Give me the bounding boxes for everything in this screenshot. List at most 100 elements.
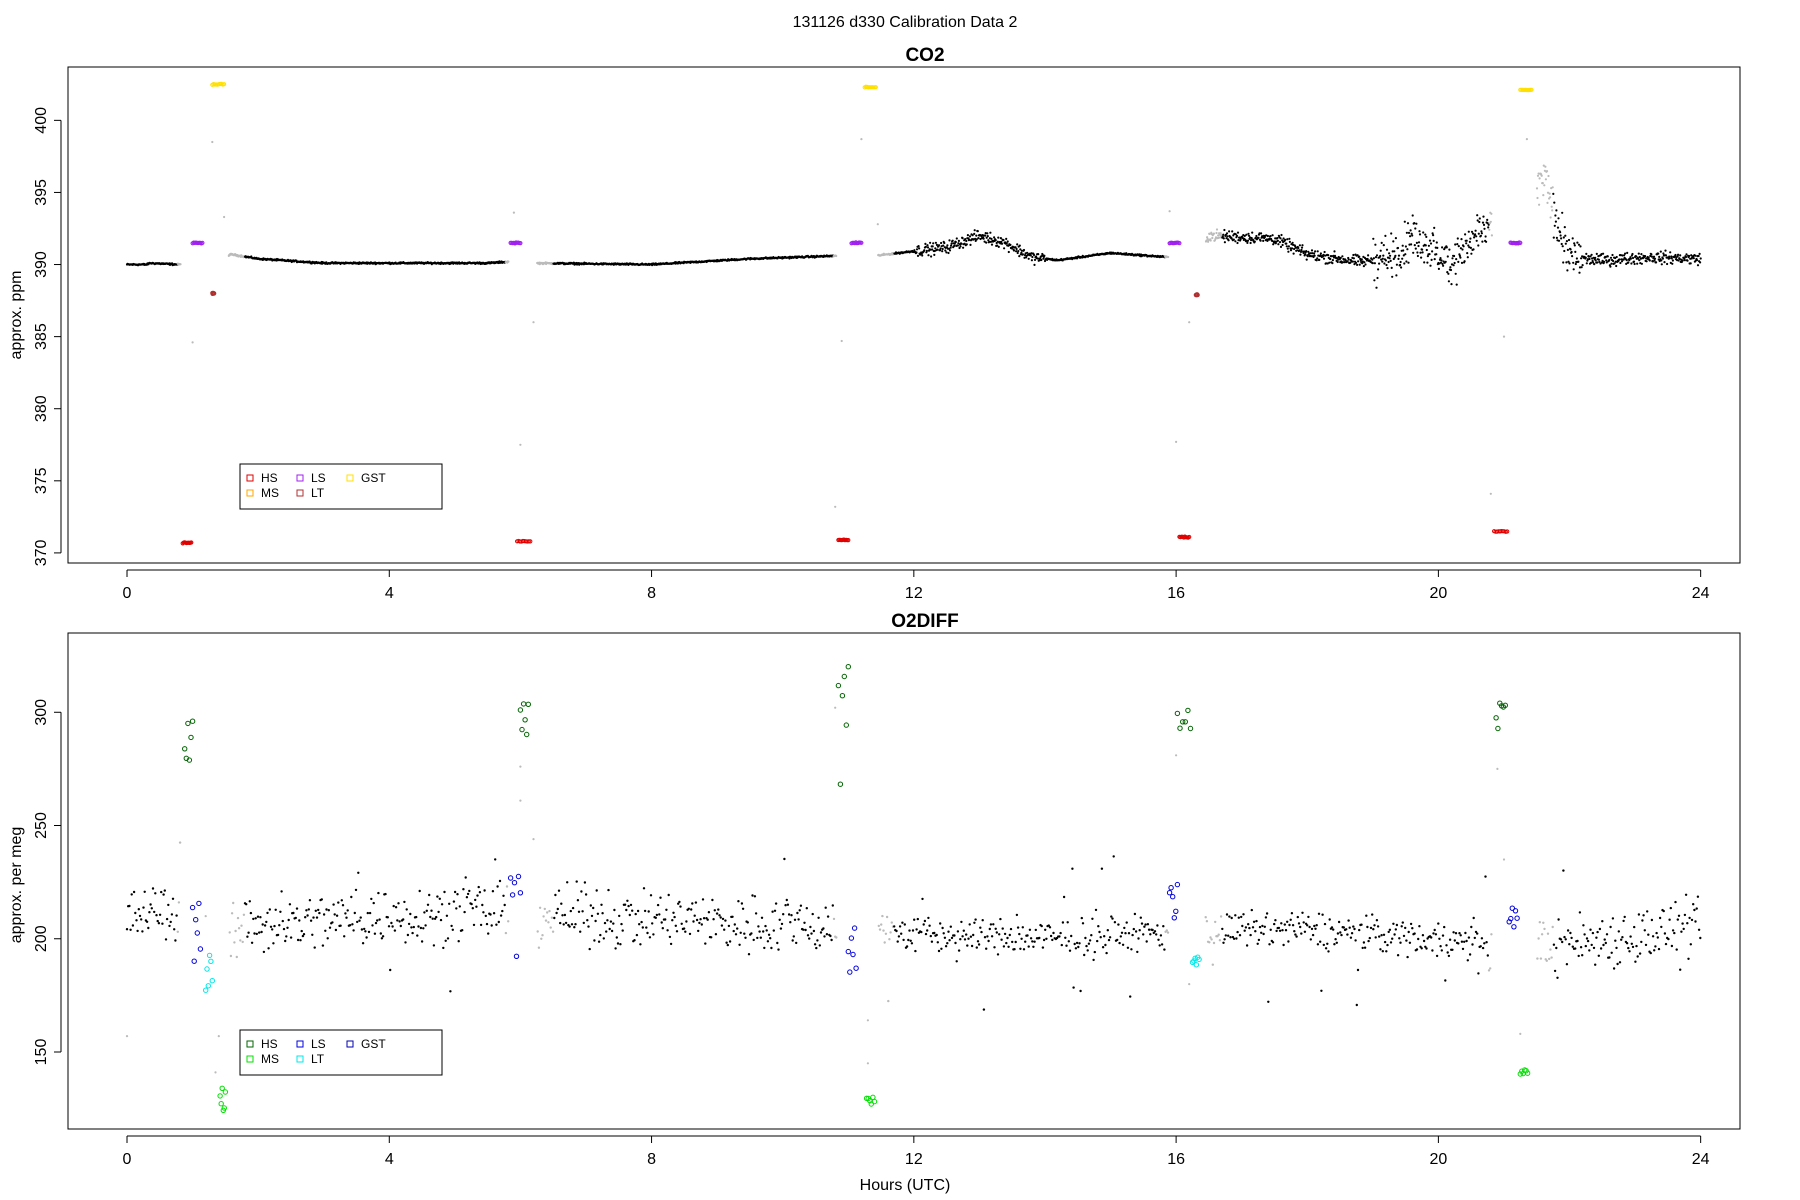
co2-data-point xyxy=(1660,259,1663,262)
o2-data-point xyxy=(322,913,326,916)
o2-data-point xyxy=(597,940,601,943)
o2-calibration-point xyxy=(515,873,522,880)
co2-y-tick-label: 395 xyxy=(33,179,50,206)
o2-data-point xyxy=(125,928,129,931)
co2-chart-title: CO2 xyxy=(905,45,944,66)
o2-data-point xyxy=(1001,927,1004,930)
co2-data-point xyxy=(1285,245,1288,248)
o2-data-point xyxy=(419,926,423,930)
o2-data-point xyxy=(546,911,549,914)
o2-data-point xyxy=(247,931,250,934)
co2-data-point xyxy=(1029,254,1032,257)
o2-data-point xyxy=(1230,916,1233,920)
co2-data-point xyxy=(1660,263,1663,266)
o2-data-point xyxy=(1013,948,1016,951)
o2-calibration-point xyxy=(517,890,524,896)
o2-data-point xyxy=(721,917,725,921)
o2-data-point xyxy=(878,928,882,931)
co2-data-point xyxy=(1571,237,1574,240)
o2-data-point xyxy=(1335,941,1339,944)
o2-data-point xyxy=(1121,943,1125,946)
o2-data-point xyxy=(1641,919,1644,922)
o2-data-point xyxy=(915,928,918,931)
co2-data-point xyxy=(1005,242,1008,245)
o2-data-point xyxy=(378,918,381,921)
o2-data-point xyxy=(1594,963,1597,966)
co2-data-point xyxy=(1683,259,1686,262)
co2-data-point xyxy=(961,237,964,240)
o2-data-point xyxy=(376,919,379,922)
o2-legend-label: LS xyxy=(311,1037,326,1051)
co2-data-point xyxy=(1413,222,1416,225)
o2-data-point xyxy=(424,924,427,927)
o2-data-point xyxy=(1330,926,1334,929)
co2-data-point xyxy=(1544,178,1547,181)
co2-x-tick-label: 8 xyxy=(647,585,656,602)
co2-data-point xyxy=(929,248,932,251)
o2-data-point xyxy=(576,899,580,902)
co2-data-point xyxy=(1619,261,1622,265)
o2-data-point xyxy=(491,890,495,893)
co2-data-point xyxy=(1578,271,1581,274)
co2-data-point xyxy=(1447,272,1450,275)
co2-data-point xyxy=(1561,211,1564,214)
o2-data-point xyxy=(1321,913,1324,916)
co2-data-point xyxy=(1474,233,1477,236)
o2-data-point xyxy=(295,907,299,910)
o2-data-point xyxy=(1640,940,1643,944)
co2-data-point xyxy=(1538,177,1541,180)
o2-data-point xyxy=(684,930,687,933)
o2-data-point xyxy=(1592,946,1596,950)
o2-data-point xyxy=(883,941,886,944)
co2-data-point xyxy=(965,239,968,243)
o2-data-point xyxy=(536,930,539,933)
co2-data-point xyxy=(1385,248,1389,251)
o2-data-point xyxy=(242,913,246,916)
o2-data-point xyxy=(1588,949,1591,952)
o2-data-point xyxy=(1320,989,1323,992)
o2-data-point xyxy=(575,880,578,883)
o2-data-point xyxy=(482,911,485,914)
o2-data-point xyxy=(901,921,904,924)
o2-data-point xyxy=(741,907,745,910)
o2-data-point xyxy=(706,918,709,921)
co2-data-point xyxy=(1379,249,1382,252)
o2-data-point xyxy=(1048,926,1052,929)
co2-data-point xyxy=(1536,174,1540,177)
o2-data-point xyxy=(1538,921,1542,924)
co2-data-point xyxy=(1666,262,1669,266)
co2-data-point xyxy=(1232,238,1235,241)
o2-data-point xyxy=(1582,924,1585,927)
o2-data-point xyxy=(1221,927,1224,931)
o2-data-point xyxy=(568,925,571,928)
o2-flush-point xyxy=(217,1035,220,1038)
o2-data-point xyxy=(690,908,693,911)
o2-data-point xyxy=(1314,927,1317,930)
o2-calibration-point xyxy=(1187,725,1194,732)
co2-data-point xyxy=(934,241,938,244)
o2-data-point xyxy=(335,914,339,917)
o2-data-point xyxy=(143,890,146,893)
co2-data-point xyxy=(1556,226,1560,229)
o2-data-point xyxy=(950,936,954,940)
co2-data-point xyxy=(1453,254,1456,258)
o2-data-point xyxy=(593,939,596,942)
co2-data-point xyxy=(1413,244,1416,247)
co2-data-point xyxy=(1381,257,1384,260)
o2-data-point xyxy=(1145,940,1148,943)
o2-data-point xyxy=(652,933,655,936)
o2-data-point xyxy=(1605,933,1609,936)
o2-data-point xyxy=(409,912,412,916)
o2-data-point xyxy=(351,923,354,926)
o2-data-point xyxy=(1578,911,1582,914)
co2-data-point xyxy=(1411,214,1414,217)
o2-data-point xyxy=(446,937,450,940)
o2-data-point xyxy=(1654,945,1657,948)
co2-flush-point xyxy=(1188,321,1191,324)
o2-data-point xyxy=(254,917,257,920)
o2-data-point xyxy=(1038,936,1041,940)
co2-data-point xyxy=(1404,253,1407,256)
co2-data-point xyxy=(1432,239,1435,242)
o2-data-point xyxy=(267,947,270,950)
co2-data-point xyxy=(955,237,958,240)
